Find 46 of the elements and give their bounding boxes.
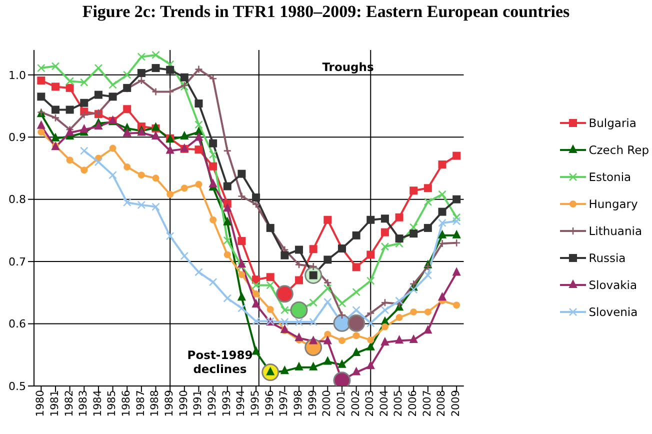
x-tick-label: 2001 bbox=[335, 390, 348, 417]
x-tick-label: 1999 bbox=[306, 390, 319, 417]
x-tick-label: 2008 bbox=[436, 390, 448, 417]
legend-label: Slovenia bbox=[588, 304, 638, 318]
x-tick-label: 1991 bbox=[192, 390, 204, 417]
legend-label: Czech Rep bbox=[588, 142, 649, 156]
x-tick-label: 2009 bbox=[450, 390, 462, 417]
x-tick-label: 1985 bbox=[106, 390, 118, 417]
legend-label: Estonia bbox=[588, 170, 632, 184]
x-tick-label: 1980 bbox=[34, 390, 47, 417]
x-tick-label: 2006 bbox=[407, 390, 420, 417]
x-tick-label: 1990 bbox=[178, 390, 190, 417]
y-tick-label: 0.8 bbox=[8, 193, 26, 206]
x-tick-label: 1992 bbox=[206, 390, 219, 417]
x-tick-label: 2007 bbox=[421, 390, 434, 417]
legend-label: Hungary bbox=[588, 196, 638, 210]
x-tick-label: 2004 bbox=[378, 390, 390, 417]
y-tick-label: 1.0 bbox=[8, 68, 26, 82]
x-tick-label: 1981 bbox=[48, 390, 61, 417]
legend-label: Lithuania bbox=[588, 224, 642, 238]
x-tick-label: 1984 bbox=[92, 390, 104, 417]
legend-label: Russia bbox=[588, 250, 626, 264]
x-tick-label: 1983 bbox=[78, 390, 90, 417]
x-tick-label: 1998 bbox=[292, 390, 304, 417]
legend-label: Bulgaria bbox=[588, 116, 636, 130]
x-tick-label: 1995 bbox=[249, 390, 262, 417]
legend-label: Slovakia bbox=[588, 278, 638, 292]
x-tick-label: 1982 bbox=[63, 390, 76, 417]
chart-title: Figure 2c: Trends in TFR1 1980–2009: Eastern European countries bbox=[81, 2, 571, 22]
annotation: Post-1989 declines bbox=[186, 348, 254, 376]
x-tick-label: 1997 bbox=[278, 390, 290, 417]
x-tick-label: 2000 bbox=[321, 390, 334, 417]
y-tick-label: 0.6 bbox=[8, 318, 26, 331]
x-tick-label: 2003 bbox=[364, 390, 376, 417]
x-tick-label: 1987 bbox=[134, 390, 147, 417]
x-tick-label: 1993 bbox=[220, 390, 233, 417]
x-tick-label: 2002 bbox=[350, 390, 362, 417]
x-tick-label: 1989 bbox=[164, 390, 176, 417]
x-tick-label: 1988 bbox=[149, 390, 162, 417]
x-tick-label: 1986 bbox=[120, 390, 133, 417]
y-tick-label: 0.5 bbox=[8, 380, 26, 393]
x-tick-label: 2005 bbox=[392, 390, 405, 417]
x-tick-label: 1996 bbox=[264, 390, 276, 417]
y-tick-label: 0.7 bbox=[8, 255, 26, 268]
x-tick-label: 1994 bbox=[235, 390, 248, 417]
y-tick-label: 0.9 bbox=[8, 131, 26, 144]
